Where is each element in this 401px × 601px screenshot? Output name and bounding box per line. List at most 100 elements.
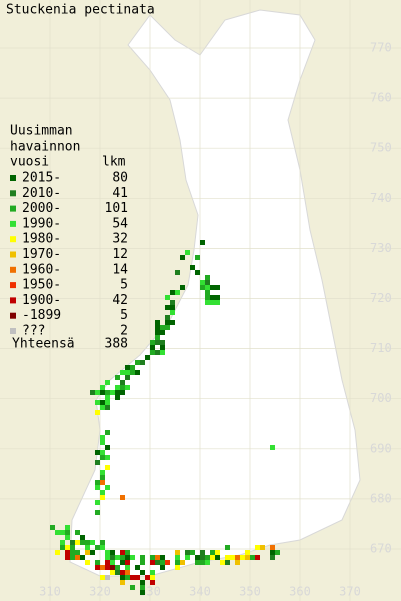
- record-square: [215, 300, 220, 305]
- east-label: 320: [89, 585, 111, 599]
- record-square: [65, 555, 70, 560]
- record-square: [70, 540, 75, 545]
- record-square: [170, 300, 175, 305]
- record-square: [160, 565, 165, 570]
- north-label: 750: [370, 141, 392, 155]
- record-square: [100, 440, 105, 445]
- record-square: [90, 390, 95, 395]
- legend-swatch: [10, 190, 16, 197]
- record-square: [105, 430, 110, 435]
- east-label: 310: [39, 585, 61, 599]
- record-square: [200, 555, 205, 560]
- legend-label: 1950-: [22, 278, 61, 293]
- record-square: [255, 545, 260, 550]
- record-square: [110, 565, 115, 570]
- record-square: [75, 555, 80, 560]
- record-square: [115, 570, 120, 575]
- record-square: [255, 555, 260, 560]
- record-square: [60, 530, 65, 535]
- record-square: [100, 455, 105, 460]
- record-square: [150, 350, 155, 355]
- legend-label: 2015-: [22, 171, 61, 186]
- record-square: [210, 555, 215, 560]
- record-square: [125, 385, 130, 390]
- record-square: [115, 390, 120, 395]
- record-square: [235, 560, 240, 565]
- record-square: [125, 570, 130, 575]
- record-square: [125, 555, 130, 560]
- legend-swatch: [10, 236, 16, 243]
- record-square: [155, 340, 160, 345]
- record-square: [120, 560, 125, 565]
- record-square: [170, 320, 175, 325]
- record-square: [165, 315, 170, 320]
- record-square: [130, 575, 135, 580]
- legend-label: 1960-: [22, 262, 61, 277]
- legend-count: 14: [112, 262, 128, 277]
- record-square: [105, 555, 110, 560]
- record-square: [185, 250, 190, 255]
- legend-label: 2010-: [22, 186, 61, 201]
- legend-swatch: [10, 297, 16, 304]
- record-square: [120, 570, 125, 575]
- record-square: [175, 550, 180, 555]
- record-square: [145, 355, 150, 360]
- record-square: [105, 560, 110, 565]
- record-square: [70, 545, 75, 550]
- legend-swatch: [10, 175, 16, 181]
- record-square: [205, 295, 210, 300]
- record-square: [125, 560, 130, 565]
- record-square: [125, 550, 130, 555]
- record-square: [200, 560, 205, 565]
- record-square: [120, 555, 125, 560]
- record-square: [120, 380, 125, 385]
- legend-swatch: [10, 220, 16, 227]
- record-square: [205, 280, 210, 285]
- record-square: [215, 295, 220, 300]
- record-square: [135, 370, 140, 375]
- record-square: [105, 455, 110, 460]
- total-label: Yhteensä: [12, 337, 75, 352]
- legend-label: 1970-: [22, 247, 61, 262]
- record-square: [150, 560, 155, 565]
- north-label: 670: [370, 542, 392, 556]
- record-square: [125, 370, 130, 375]
- record-square: [120, 370, 125, 375]
- legend-label: 1900-: [22, 293, 61, 308]
- legend-header: Uusimman: [10, 124, 73, 139]
- record-square: [125, 375, 130, 380]
- record-square: [105, 575, 110, 580]
- record-square: [115, 555, 120, 560]
- record-square: [65, 545, 70, 550]
- record-square: [110, 555, 115, 560]
- record-square: [140, 570, 145, 575]
- record-square: [165, 560, 170, 565]
- record-square: [110, 560, 115, 565]
- record-square: [220, 560, 225, 565]
- record-square: [85, 545, 90, 550]
- record-square: [110, 550, 115, 555]
- record-square: [100, 400, 105, 405]
- record-square: [135, 575, 140, 580]
- record-square: [90, 550, 95, 555]
- record-square: [95, 480, 100, 485]
- legend-count: 80: [112, 171, 128, 186]
- record-square: [170, 305, 175, 310]
- record-square: [160, 340, 165, 345]
- record-square: [120, 575, 125, 580]
- record-square: [215, 550, 220, 555]
- record-square: [260, 545, 265, 550]
- record-square: [95, 560, 100, 565]
- legend-swatch: [10, 266, 16, 273]
- record-square: [155, 350, 160, 355]
- record-square: [100, 565, 105, 570]
- total-count: 388: [105, 337, 128, 352]
- title: Stuckenia pectinata: [6, 3, 155, 18]
- record-square: [165, 295, 170, 300]
- legend-swatch: [10, 282, 16, 289]
- record-square: [175, 555, 180, 560]
- record-square: [105, 445, 110, 450]
- record-square: [125, 575, 130, 580]
- record-square: [195, 270, 200, 275]
